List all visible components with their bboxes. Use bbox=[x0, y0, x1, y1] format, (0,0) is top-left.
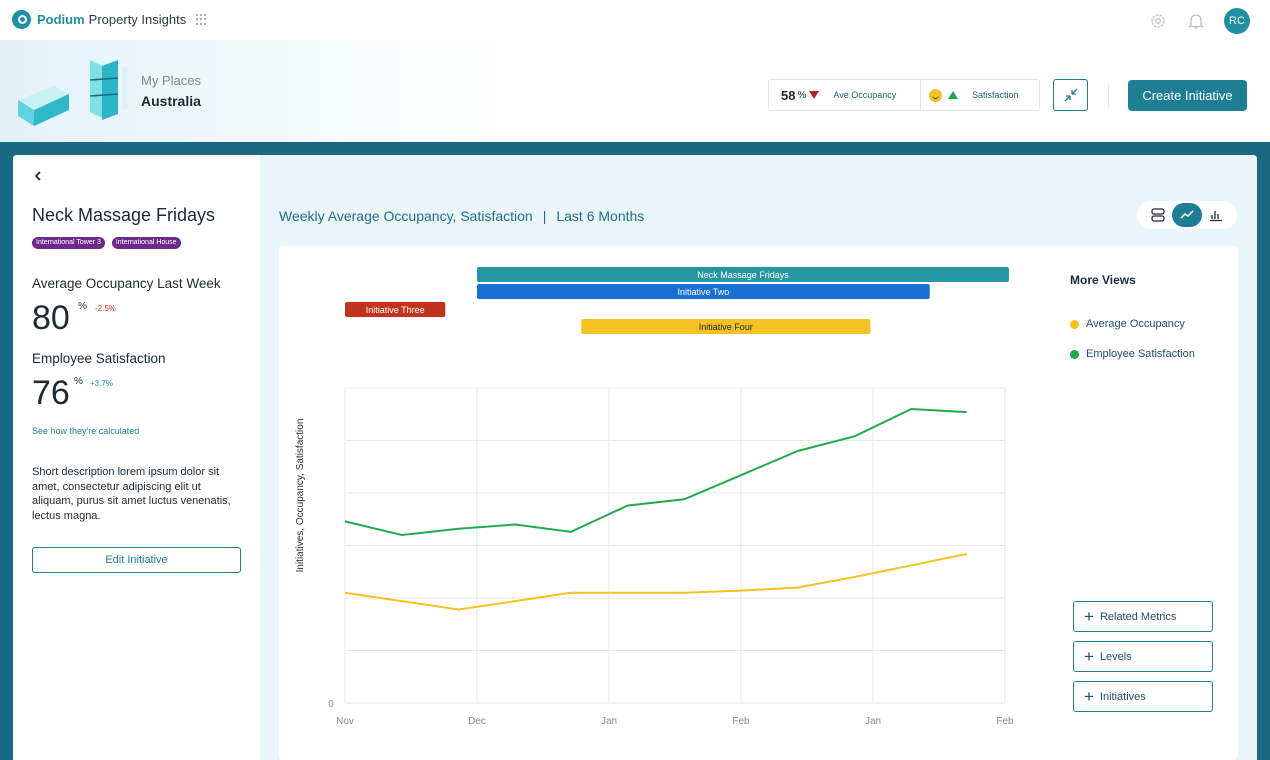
x-tick-label: Jan bbox=[601, 716, 617, 727]
summary-stats: 58 % Ave Occupancy Satisfaction bbox=[768, 79, 1040, 111]
legend-item-satisfaction[interactable]: Employee Satisfaction bbox=[1070, 348, 1195, 360]
y-axis-label: Initiatives, Occupancy, Satisfaction bbox=[295, 419, 306, 573]
ave-occupancy-stat: 58 % Ave Occupancy bbox=[769, 80, 921, 110]
bar-chart-icon bbox=[1210, 211, 1223, 222]
trend-down-icon bbox=[809, 91, 820, 99]
x-tick-label: Jan bbox=[865, 716, 881, 727]
view-toggle bbox=[1137, 201, 1237, 229]
series-line bbox=[344, 407, 967, 537]
location-tag[interactable]: International House bbox=[111, 237, 181, 249]
back-chevron-icon[interactable] bbox=[31, 169, 45, 183]
location-tag[interactable]: International Tower 3 bbox=[32, 237, 105, 249]
line-chart-icon bbox=[1180, 210, 1194, 219]
occupancy-metric-value: 80 bbox=[32, 299, 70, 337]
heading-separator: | bbox=[542, 208, 547, 224]
brand-name: Podium bbox=[37, 12, 85, 27]
chart-area: Weekly Average Occupancy, Satisfaction |… bbox=[260, 155, 1257, 760]
table-view-button[interactable] bbox=[1143, 203, 1172, 227]
occupancy-metric-unit: % bbox=[78, 301, 87, 312]
place-name[interactable]: Australia bbox=[141, 93, 201, 109]
satisfaction-label: Satisfaction bbox=[972, 90, 1019, 100]
create-initiative-button[interactable]: Create Initiative bbox=[1128, 80, 1247, 111]
button-label: Levels bbox=[1099, 650, 1132, 663]
initiative-bar-label: Initiative Three bbox=[366, 305, 425, 315]
initiative-bar[interactable] bbox=[477, 267, 1009, 282]
notification-bell-icon[interactable] bbox=[1186, 11, 1206, 31]
initiative-title: Neck Massage Fridays bbox=[32, 205, 216, 225]
plus-icon: + bbox=[1084, 607, 1094, 626]
x-tick-label: Nov bbox=[336, 716, 354, 727]
how-calculated-link[interactable]: See how they're calculated bbox=[32, 426, 140, 436]
satisfaction-metric-unit: % bbox=[74, 376, 83, 387]
collapse-button[interactable] bbox=[1053, 79, 1088, 111]
occupancy-label: Ave Occupancy bbox=[833, 90, 897, 100]
legend-swatch bbox=[1070, 349, 1079, 359]
occupancy-unit: % bbox=[797, 89, 807, 101]
user-avatar[interactable]: RC bbox=[1224, 8, 1250, 34]
bar-view-button[interactable] bbox=[1202, 203, 1231, 227]
initiative-description: Short description lorem ipsum dolor sit … bbox=[32, 466, 231, 522]
chart-card: Nov Dec Jan Feb Jan Feb 0 Initiatives, Occupanc… bbox=[279, 246, 1238, 760]
more-views-heading: More Views bbox=[1070, 273, 1136, 287]
x-tick-label: Feb bbox=[732, 716, 750, 727]
location-tags: International Tower 3 International Hous… bbox=[32, 237, 188, 249]
levels-button[interactable]: + Levels bbox=[1073, 641, 1213, 672]
trend-up-icon bbox=[948, 91, 958, 99]
satisfaction-metric-label: Employee Satisfaction bbox=[32, 351, 166, 366]
initiative-bar-label: Initiative Four bbox=[699, 322, 753, 332]
satisfaction-metric-value: 76 bbox=[32, 374, 70, 412]
legend-label: Average Occupancy bbox=[1086, 318, 1185, 330]
satisfaction-stat: Satisfaction bbox=[921, 80, 1039, 110]
buildings-illustration bbox=[18, 54, 128, 126]
initiative-bar[interactable] bbox=[477, 284, 930, 299]
initiative-panel: Neck Massage Fridays International Tower… bbox=[13, 155, 1257, 760]
app-grid-icon[interactable] bbox=[196, 13, 208, 26]
collapse-arrows-icon bbox=[1064, 88, 1077, 102]
chart-heading: Weekly Average Occupancy, Satisfaction |… bbox=[279, 208, 644, 224]
initiative-bar[interactable] bbox=[345, 302, 446, 317]
button-label: Related Metrics bbox=[1099, 610, 1177, 623]
button-label: Initiatives bbox=[1099, 690, 1146, 703]
product-name: Property Insights bbox=[88, 12, 187, 27]
initiative-details: Neck Massage Fridays International Tower… bbox=[13, 155, 260, 760]
legend-swatch bbox=[1070, 319, 1079, 329]
x-tick-label: Feb bbox=[996, 716, 1014, 727]
initiative-bar-label: Neck Massage Fridays bbox=[697, 270, 789, 280]
chart-title: Weekly Average Occupancy, Satisfaction bbox=[279, 208, 533, 224]
my-places-label: My Places bbox=[141, 73, 201, 88]
x-tick-label: Dec bbox=[468, 716, 486, 727]
occupancy-metric-label: Average Occupancy Last Week bbox=[32, 276, 221, 291]
occupancy-delta: -2.5% bbox=[95, 304, 116, 313]
chart-period[interactable]: Last 6 Months bbox=[556, 208, 645, 224]
series-line bbox=[344, 552, 967, 611]
initiatives-button[interactable]: + Initiatives bbox=[1073, 681, 1213, 712]
legend-label: Employee Satisfaction bbox=[1086, 348, 1195, 360]
settings-gear-icon[interactable] bbox=[1148, 11, 1168, 31]
occupancy-value: 58 bbox=[781, 87, 796, 103]
plus-icon: + bbox=[1084, 647, 1094, 666]
podium-logo-icon bbox=[12, 10, 31, 29]
line-chart: Nov Dec Jan Feb Jan Feb 0 Initiatives, Occupanc… bbox=[295, 267, 1014, 727]
line-view-button[interactable] bbox=[1172, 203, 1202, 227]
places-header: My Places Australia 58 % Ave Occupancy S… bbox=[0, 40, 1270, 142]
top-bar: Podium Property Insights RC bbox=[0, 0, 1270, 40]
brand[interactable]: Podium Property Insights bbox=[12, 10, 208, 29]
stacked-rows-icon bbox=[1151, 208, 1165, 222]
satisfaction-delta: +3.7% bbox=[90, 379, 113, 388]
header-divider bbox=[1108, 84, 1109, 108]
smiley-face-icon bbox=[929, 88, 942, 102]
related-metrics-button[interactable]: + Related Metrics bbox=[1073, 601, 1213, 632]
legend-item-occupancy[interactable]: Average Occupancy bbox=[1070, 318, 1185, 330]
plus-icon: + bbox=[1084, 687, 1094, 706]
edit-initiative-button[interactable]: Edit Initiative bbox=[32, 547, 241, 573]
initiative-bar[interactable] bbox=[581, 319, 871, 334]
y-tick-label: 0 bbox=[328, 699, 334, 710]
initiative-bar-label: Initiative Two bbox=[677, 287, 729, 297]
